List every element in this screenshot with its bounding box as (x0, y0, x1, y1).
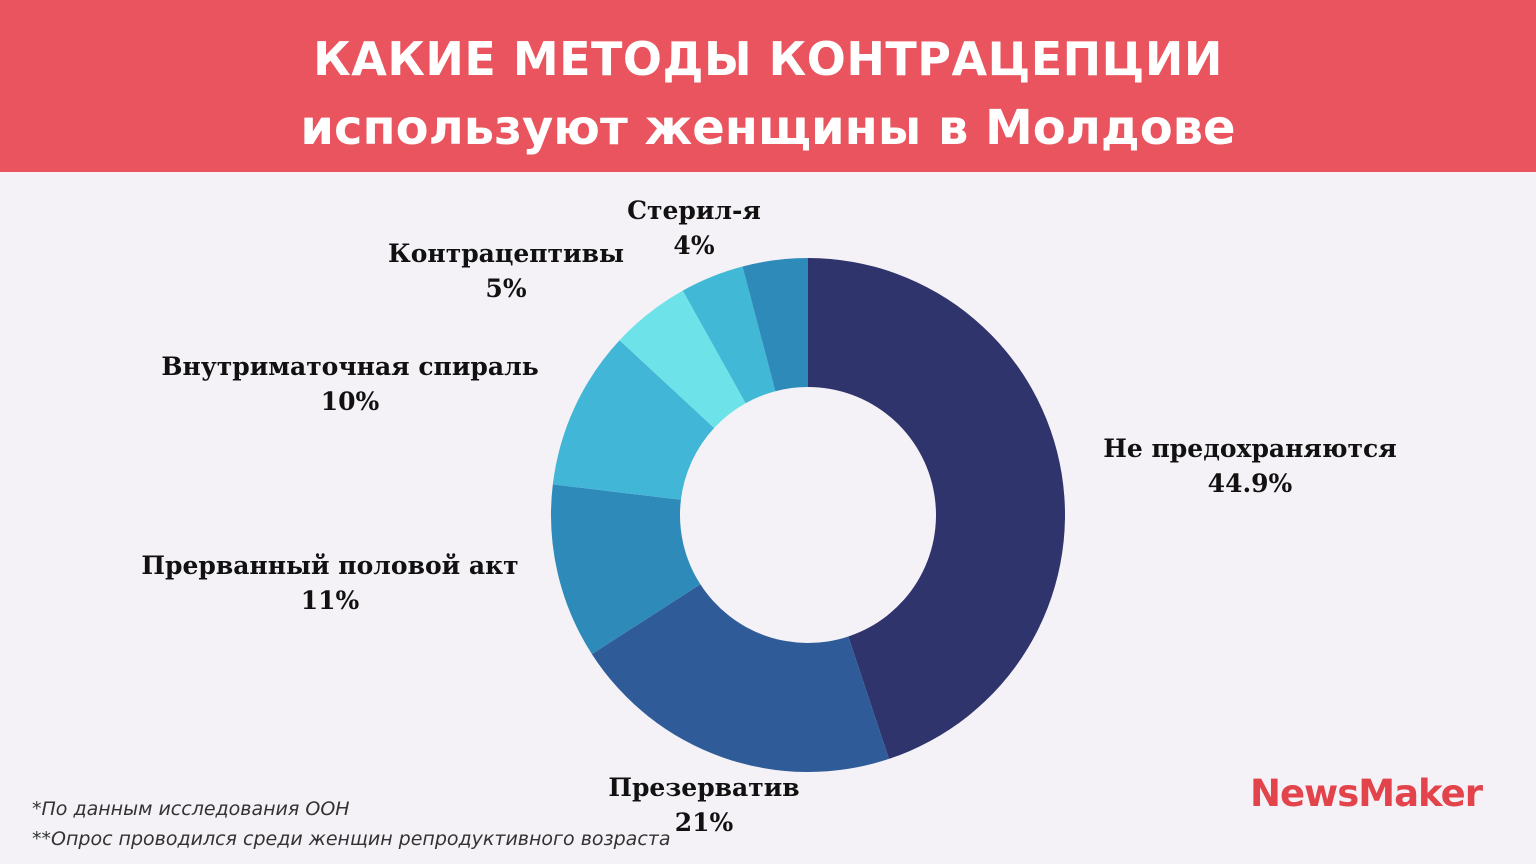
header-banner: КАКИЕ МЕТОДЫ КОНТРАЦЕПЦИИ используют жен… (0, 0, 1536, 172)
slice-label-3: Внутриматочная спираль (161, 352, 538, 381)
donut-labels: Не предохраняются 44.9% Презерватив 21% Прер… (141, 196, 1396, 837)
page-title-line-2: используют женщины в Молдове (300, 100, 1236, 156)
slice-value-3: 10% (321, 387, 380, 416)
footnote-source: *По данным исследования ООН (32, 798, 350, 820)
donut-slice-1 (591, 584, 889, 772)
slice-label-0: Не предохраняются (1103, 434, 1396, 463)
slice-value-4: 5% (485, 274, 526, 303)
slice-label-1: Презерватив (608, 773, 799, 802)
donut-slice-3 (552, 340, 715, 500)
slice-label-5: Стерил-я (627, 196, 761, 225)
page-title-line-1: КАКИЕ МЕТОДЫ КОНТРАЦЕПЦИИ (313, 32, 1223, 86)
slice-label-2: Прерванный половой акт (141, 551, 518, 580)
slice-value-2: 11% (301, 586, 360, 615)
donut-slice-6 (742, 258, 808, 392)
donut-slice-0 (808, 258, 1065, 759)
donut-slice-5 (682, 266, 776, 404)
donut-slice-2 (551, 484, 701, 655)
slice-value-0: 44.9% (1208, 469, 1293, 498)
newsmaker-logo: NewsMaker (1250, 772, 1483, 815)
slice-label-4: Контрацептивы (388, 239, 624, 268)
donut-slices (551, 258, 1065, 772)
slice-value-5: 4% (673, 231, 714, 260)
footnote-survey: **Опрос проводился среди женщин репродук… (32, 828, 671, 850)
slice-value-1: 21% (675, 808, 734, 837)
donut-slice-4 (619, 290, 746, 428)
